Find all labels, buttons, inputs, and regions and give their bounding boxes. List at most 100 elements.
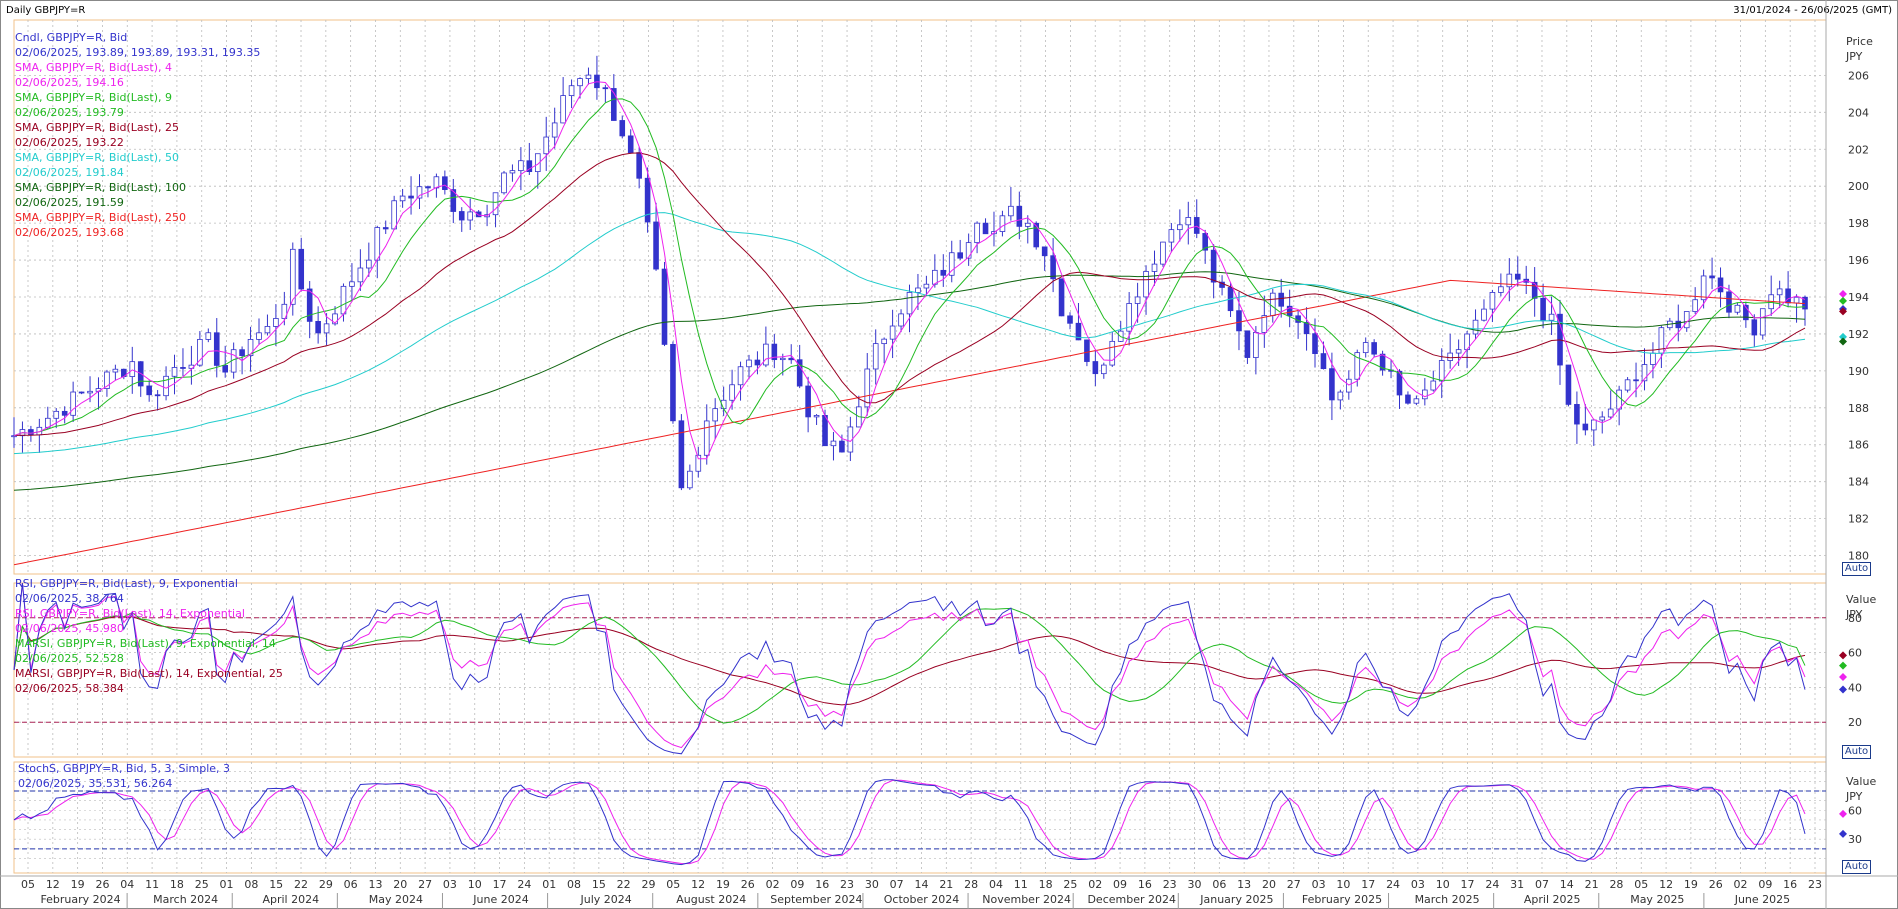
x-tick-label: 28: [964, 878, 978, 891]
rsi-frame: [13, 582, 1827, 758]
x-tick-label: 16: [1138, 878, 1152, 891]
x-month-label: February 2024: [40, 893, 120, 906]
candle-body: [129, 361, 136, 377]
x-tick-label: 17: [1461, 878, 1475, 891]
candle-body: [222, 365, 229, 373]
x-month-label: April 2024: [262, 893, 319, 906]
candle-body: [585, 74, 592, 79]
rsi9-line: [13, 582, 1806, 755]
candle-body: [813, 414, 820, 418]
candle-body: [1506, 273, 1513, 288]
candle-body: [940, 269, 947, 276]
candle-body: [948, 252, 955, 276]
legend-value: 02/06/2025, 193.89, 193.89, 193.31, 193.…: [15, 46, 260, 59]
candle-body: [1540, 297, 1546, 321]
price-tick-label: 194: [1848, 291, 1869, 304]
candle-body: [1447, 352, 1453, 361]
price-auto-button[interactable]: Auto: [1842, 562, 1871, 576]
x-tick-label: 18: [170, 878, 184, 891]
x-tick-label: 02: [1088, 878, 1102, 891]
candle-body: [61, 410, 68, 416]
candle-body: [382, 227, 389, 230]
candle-body: [1151, 263, 1158, 272]
candle-body: [1438, 360, 1445, 382]
x-tick-label: 24: [1386, 878, 1400, 891]
candle-body: [1531, 281, 1538, 299]
rsi-auto-button[interactable]: Auto: [1842, 745, 1871, 759]
candle-body: [112, 368, 119, 373]
price-tick-label: 186: [1848, 439, 1869, 452]
candle-body: [543, 136, 550, 155]
candle-body: [374, 227, 381, 261]
x-tick-label: 14: [915, 878, 929, 891]
candle-body: [1303, 322, 1310, 335]
x-tick-label: 30: [1188, 878, 1202, 891]
x-tick-label: 27: [1287, 878, 1301, 891]
date-range: 31/01/2024 - 26/06/2025 (GMT): [1733, 5, 1892, 16]
value-marker: [1839, 307, 1847, 316]
price-tick-label: 198: [1848, 217, 1869, 230]
candle-body: [1717, 277, 1724, 293]
candle-body: [357, 267, 364, 283]
x-tick-label: 05: [21, 878, 35, 891]
candle-body: [256, 332, 262, 340]
candle-body: [1058, 278, 1065, 317]
candle-body: [1700, 275, 1707, 301]
candle-body: [1455, 349, 1462, 354]
candle-body: [1210, 249, 1217, 283]
legend-name: RSI, GBPJPY=R, Bid(Last), 9, Exponential: [15, 577, 238, 590]
candle-body: [518, 160, 524, 172]
x-month-label: April 2025: [1524, 893, 1581, 906]
x-month-label: February 2025: [1302, 893, 1382, 906]
candle-body: [273, 318, 279, 327]
candle-body: [1016, 205, 1023, 227]
axis-header: JPY: [1845, 608, 1863, 621]
legend-name: SMA, GBPJPY=R, Bid(Last), 25: [15, 121, 179, 134]
candle-body: [889, 325, 896, 340]
candle-body: [1793, 296, 1800, 304]
candle-body: [349, 281, 355, 287]
candle-body: [332, 313, 338, 325]
price-tick-label: 202: [1848, 143, 1869, 156]
candle-body: [627, 135, 634, 153]
legend-name: SMA, GBPJPY=R, Bid(Last), 9: [15, 91, 172, 104]
x-tick-label: 22: [294, 878, 308, 891]
x-tick-label: 01: [542, 878, 556, 891]
x-tick-label: 10: [1436, 878, 1450, 891]
x-tick-label: 10: [468, 878, 482, 891]
candle-body: [492, 192, 499, 216]
value-marker: [1839, 809, 1847, 818]
candle-body: [830, 440, 837, 447]
x-tick-label: 12: [1659, 878, 1673, 891]
x-tick-label: 20: [393, 878, 407, 891]
price-tick-label: 190: [1848, 365, 1869, 378]
candle-body: [982, 222, 989, 235]
candle-body: [754, 359, 761, 366]
x-tick-label: 15: [592, 878, 606, 891]
x-tick-label: 05: [1634, 878, 1648, 891]
candle-body: [1168, 229, 1175, 243]
candle-body: [247, 339, 254, 356]
candle-body: [779, 357, 786, 361]
candle-body: [1692, 299, 1698, 312]
rsi-tick-label: 40: [1848, 681, 1862, 694]
sma9-line: [13, 98, 1806, 437]
x-tick-label: 28: [1609, 878, 1623, 891]
legend-value: 02/06/2025, 191.59: [15, 196, 124, 209]
candle-body: [213, 332, 220, 366]
rsi-tick-label: 20: [1848, 716, 1862, 729]
x-tick-label: 02: [766, 878, 780, 891]
candle-body: [306, 288, 313, 322]
x-tick-label: 16: [1783, 878, 1797, 891]
stoch-k-line: [13, 779, 1806, 866]
stoch-auto-button[interactable]: Auto: [1842, 860, 1871, 874]
value-marker: [1839, 296, 1847, 305]
candle-body: [1312, 333, 1318, 354]
candle-body: [239, 349, 245, 356]
axis-labels: 1801821841861881901921941961982002022042…: [21, 35, 1876, 909]
candle-body: [1134, 296, 1141, 304]
right-markers: [1839, 290, 1847, 838]
stoch-d-line: [13, 779, 1806, 865]
candle-body: [281, 303, 288, 319]
